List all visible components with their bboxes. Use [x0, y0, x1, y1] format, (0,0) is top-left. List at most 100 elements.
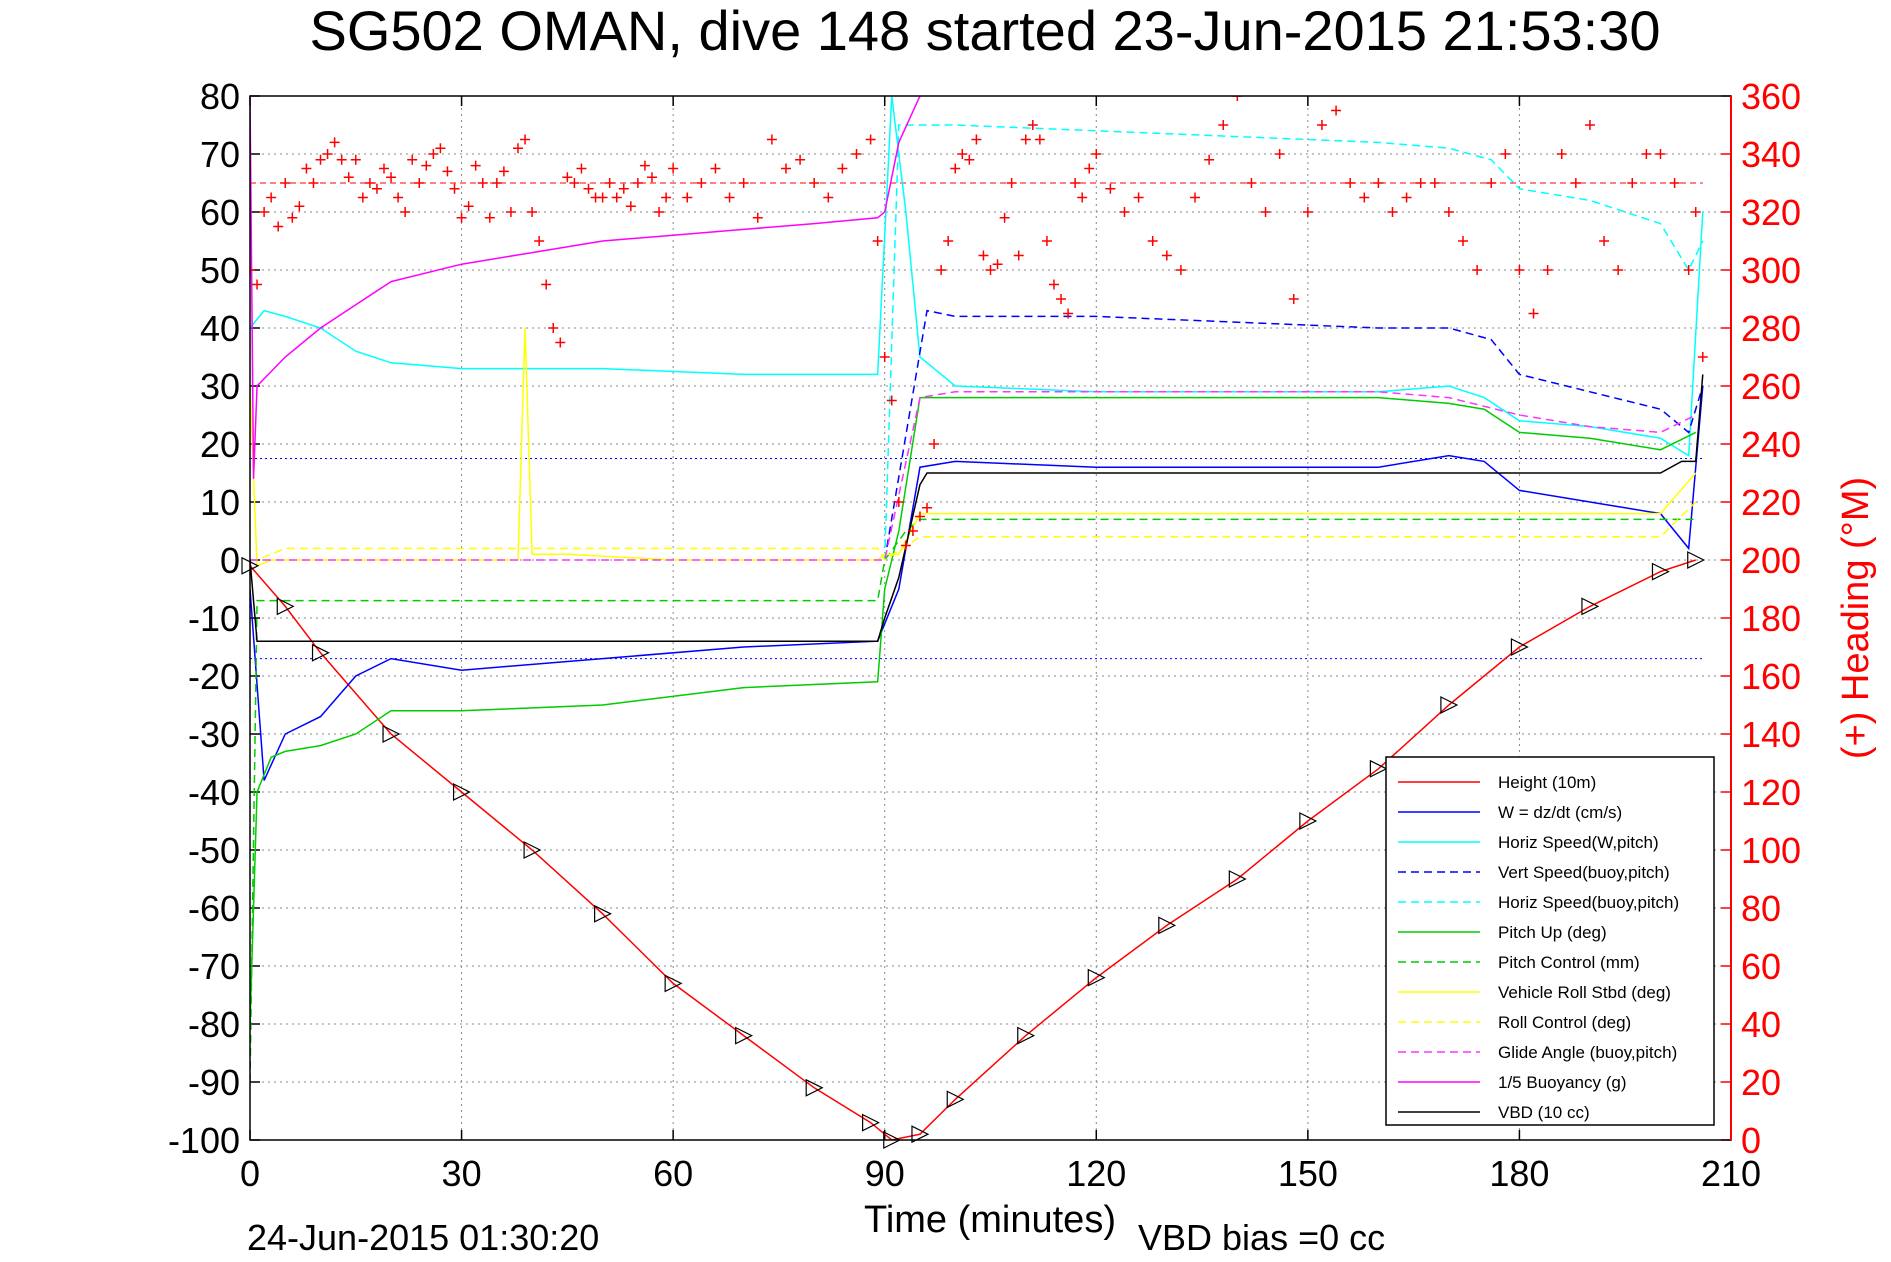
height-marker	[1017, 1026, 1036, 1045]
heading-point	[724, 192, 735, 203]
heading-point	[498, 166, 509, 177]
height-marker	[1581, 597, 1600, 616]
y2-tick-label: 100	[1741, 830, 1801, 871]
x-tick-label: 60	[653, 1153, 693, 1194]
heading-point	[1048, 279, 1059, 290]
heading-point	[604, 178, 615, 188]
series-line-8	[250, 501, 1697, 562]
heading-point	[252, 279, 263, 290]
heading-point	[1063, 308, 1074, 319]
heading-point	[1288, 294, 1299, 304]
heading-point	[407, 154, 418, 165]
heading-point	[1599, 236, 1610, 246]
heading-point	[1458, 236, 1469, 246]
heading-point	[625, 201, 636, 212]
series-line-6	[250, 518, 1696, 1083]
heading-point	[964, 154, 975, 165]
heading-point	[795, 154, 806, 165]
y2-tick-label: 0	[1741, 1120, 1761, 1161]
heading-point	[992, 259, 1003, 270]
y-tick-label: -70	[188, 946, 240, 987]
heading-point	[266, 192, 277, 203]
heading-point	[950, 163, 961, 174]
y2-tick-label: 220	[1741, 482, 1801, 523]
heading-point	[879, 352, 890, 362]
legend-label-11: VBD (10 cc)	[1498, 1103, 1590, 1122]
height-marker	[862, 1113, 880, 1132]
heading-point	[1006, 178, 1017, 188]
legend-label-6: Pitch Control (mm)	[1498, 953, 1640, 972]
y2-tick-label: 40	[1741, 1004, 1781, 1045]
heading-point	[421, 160, 432, 171]
legend-label-5: Pitch Up (deg)	[1498, 923, 1607, 942]
y-tick-label: 20	[200, 424, 240, 465]
heading-point	[1218, 120, 1229, 130]
heading-point	[914, 511, 925, 522]
heading-point	[900, 540, 911, 551]
heading-point	[1190, 192, 1201, 203]
heading-point	[329, 137, 340, 148]
legend-label-3: Vert Speed(buoy,pitch)	[1498, 863, 1670, 882]
heading-point	[1133, 192, 1144, 203]
heading-point	[463, 201, 474, 212]
heading-point	[1415, 178, 1426, 188]
series-line-10	[250, 96, 921, 479]
x-tick-label: 90	[865, 1153, 905, 1194]
heading-point	[1486, 178, 1497, 188]
y2-tick-label: 60	[1741, 946, 1781, 987]
legend-label-2: Horiz Speed(W,pitch)	[1498, 833, 1659, 852]
heading-point	[393, 192, 404, 203]
heading-point	[484, 212, 495, 223]
x-tick-label: 210	[1701, 1153, 1761, 1194]
y-tick-label: 50	[200, 250, 240, 291]
legend-label-0: Height (10m)	[1498, 773, 1596, 792]
heading-point	[1147, 236, 1158, 246]
heading-point	[872, 236, 883, 246]
heading-point	[1020, 134, 1031, 145]
y2-tick-label: 360	[1741, 76, 1801, 117]
height-marker	[1369, 759, 1388, 778]
heading-point	[780, 163, 791, 174]
heading-point	[957, 149, 968, 159]
y-tick-label: -10	[188, 598, 240, 639]
y2-tick-label: 340	[1741, 134, 1801, 175]
heading-point	[576, 163, 587, 174]
heading-point	[936, 265, 947, 275]
heading-point	[985, 265, 996, 275]
heading-point	[1091, 149, 1102, 159]
y-tick-label: -90	[188, 1062, 240, 1103]
y2-tick-label: 120	[1741, 772, 1801, 813]
y-tick-label: 80	[200, 76, 240, 117]
heading-point	[851, 149, 862, 159]
footer-vbd-bias: VBD bias =0 cc	[1138, 1217, 1385, 1258]
heading-point	[1669, 178, 1680, 188]
heading-point	[259, 207, 270, 217]
heading-point	[400, 207, 411, 217]
height-marker	[523, 841, 542, 859]
heading-point	[534, 236, 545, 246]
y-tick-label: 40	[200, 308, 240, 349]
heading-point	[1070, 178, 1081, 188]
heading-point	[865, 134, 876, 145]
series-line-7	[250, 327, 1697, 567]
y-tick-label: -40	[188, 772, 240, 813]
y-tick-label: -100	[168, 1120, 240, 1161]
heading-point	[1443, 207, 1454, 217]
legend: Height (10m) W = dz/dt (cm/s) Horiz Speed(…	[1385, 756, 1715, 1126]
height-marker	[1158, 916, 1177, 935]
heading-point	[1429, 178, 1440, 188]
heading-point	[435, 143, 446, 154]
heading-point	[428, 149, 439, 159]
series-line-1	[250, 385, 1704, 781]
y2-tick-label: 320	[1741, 192, 1801, 233]
heading-point	[1105, 183, 1116, 194]
heading-point	[569, 178, 580, 188]
y2-tick-label: 180	[1741, 598, 1801, 639]
y-tick-label: -30	[188, 714, 240, 755]
heading-point	[548, 323, 559, 333]
heading-point	[1500, 149, 1511, 159]
y-tick-label: -60	[188, 888, 240, 929]
legend-label-1: W = dz/dt (cm/s)	[1498, 803, 1622, 822]
heading-point	[280, 178, 291, 188]
height-marker	[911, 1125, 930, 1144]
